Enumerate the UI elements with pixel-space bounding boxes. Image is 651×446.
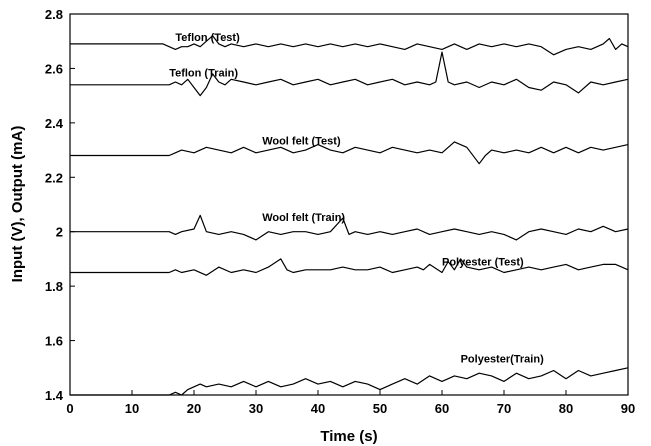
y-tick-label: 1.8 [45,279,63,294]
series-line [70,258,629,276]
x-tick-label: 10 [125,401,139,416]
series-label: Wool felt (Test) [262,136,341,148]
x-tick-label: 50 [373,401,387,416]
series-labels: Teflon (Test) Teflon (Train) Wool felt (Te… [169,32,544,365]
y-axis-title: Input (V), Output (mA) [9,126,26,283]
series-label: Teflon (Test) [175,32,240,44]
y-axis: 1.4 1.6 1.8 2 2.2 2.4 2.6 2.8 [45,7,75,403]
series-line [70,141,629,165]
x-tick-label: 30 [249,401,263,416]
y-tick-label: 2.4 [45,116,64,131]
x-tick-label: 0 [66,401,73,416]
x-tick-label: 40 [311,401,325,416]
series-line [70,367,629,396]
y-tick-label: 2.8 [45,7,63,22]
x-tick-label: 60 [435,401,449,416]
plot-frame [69,13,629,396]
y-tick-label: 2.2 [45,170,63,185]
series-group [70,35,629,396]
x-tick-label: 80 [559,401,573,416]
series-label: Polyester (Test) [442,257,524,269]
y-tick-label: 1.4 [45,388,64,403]
x-tick-label: 90 [621,401,635,416]
series-label: Polyester(Train) [461,353,544,365]
series-line [70,214,629,241]
y-tick-label: 2.6 [45,61,63,76]
x-axis-title: Time (s) [320,428,377,445]
series-label: Teflon (Train) [169,68,238,80]
x-tick-label: 20 [187,401,201,416]
y-tick-label: 1.6 [45,334,63,349]
series-label: Wool felt (Train) [262,212,345,224]
x-tick-label: 70 [497,401,511,416]
y-tick-label: 2 [56,225,63,240]
series-line [70,51,629,97]
series-line [70,35,629,56]
x-axis: 0 10 20 30 40 50 60 70 80 90 [66,390,635,416]
